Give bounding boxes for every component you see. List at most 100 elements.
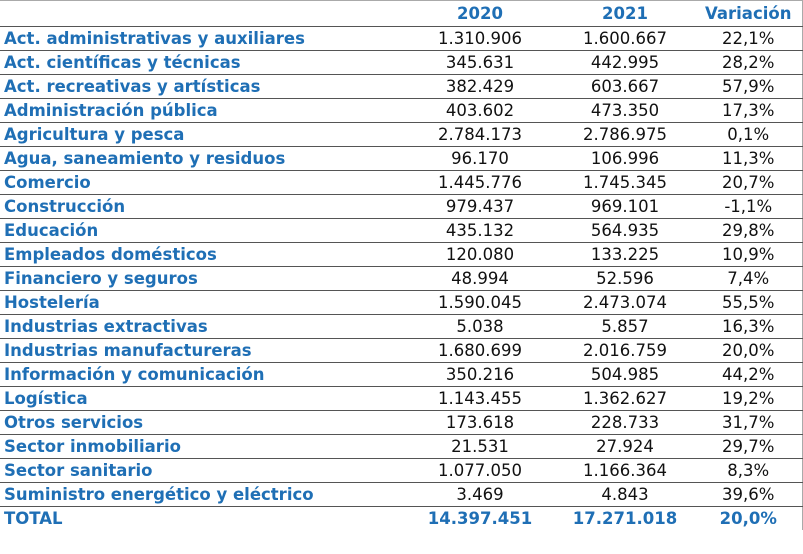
sector-cell: Información y comunicación <box>0 362 405 387</box>
value-2021-cell: 106.996 <box>555 146 695 171</box>
sector-cell: TOTAL <box>4 509 63 528</box>
variation-cell: 20,0% <box>719 509 777 528</box>
variation-cell: 44,2% <box>695 362 802 387</box>
variation-cell: 20,7% <box>695 170 802 195</box>
value-2020-cell: 979.437 <box>405 194 555 219</box>
value-2021-cell: 603.667 <box>555 74 695 99</box>
value-2020-cell: 173.618 <box>405 410 555 435</box>
sector-cell: Act. recreativas y artísticas <box>0 74 405 99</box>
variation-cell: 17,3% <box>695 98 802 123</box>
value-2020-cell: 403.602 <box>405 98 555 123</box>
table-row: Financiero y seguros 48.994 52.596 7,4% <box>0 266 802 291</box>
header-row: 2020 2021 Variación <box>0 0 802 27</box>
sector-cell: Sector sanitario <box>0 458 405 483</box>
table-row: Agricultura y pesca 2.784.173 2.786.975 0,1… <box>0 122 802 147</box>
value-2020-cell: 120.080 <box>405 242 555 267</box>
value-2020-cell: 5.038 <box>405 314 555 339</box>
employment-by-sector-table: 2020 2021 Variación Act. administrativas… <box>0 0 803 530</box>
sector-cell: Educación <box>0 218 405 243</box>
table-row: Hostelería 1.590.045 2.473.074 55,5% <box>0 290 802 315</box>
sector-cell: Administración pública <box>0 98 405 123</box>
table-row: Sector inmobiliario 21.531 27.924 29,7% <box>0 434 802 459</box>
variation-cell: 31,7% <box>695 410 802 435</box>
variation-cell: -1,1% <box>695 194 802 219</box>
variation-cell: 11,3% <box>695 146 802 171</box>
value-2021-cell: 4.843 <box>555 482 695 507</box>
table-row: Agua, saneamiento y residuos 96.170 106.99… <box>0 146 802 171</box>
value-2020-cell: 435.132 <box>405 218 555 243</box>
variation-cell: 8,3% <box>695 458 802 483</box>
header-2020: 2020 <box>405 0 555 27</box>
value-2021-cell: 1.600.667 <box>555 26 695 51</box>
header-variation: Variación <box>695 0 802 27</box>
value-2020-cell: 1.590.045 <box>405 290 555 315</box>
sector-cell: Agua, saneamiento y residuos <box>0 146 405 171</box>
value-2021-cell: 228.733 <box>555 410 695 435</box>
table-row: Educación 435.132 564.935 29,8% <box>0 218 802 243</box>
value-2021-cell: 473.350 <box>555 98 695 123</box>
header-sector <box>0 0 405 27</box>
table-row: Otros servicios 173.618 228.733 31,7% <box>0 410 802 435</box>
value-2020-cell: 3.469 <box>405 482 555 507</box>
sector-cell: Industrias manufactureras <box>0 338 405 363</box>
value-2021-cell: 2.473.074 <box>555 290 695 315</box>
variation-cell: 29,8% <box>695 218 802 243</box>
sector-cell: Logística <box>0 386 405 411</box>
sector-cell: Act. científicas y técnicas <box>0 50 405 75</box>
value-2021-cell: 564.935 <box>555 218 695 243</box>
value-2021-cell: 442.995 <box>555 50 695 75</box>
sector-cell: Industrias extractivas <box>0 314 405 339</box>
variation-cell: 10,9% <box>695 242 802 267</box>
header-2021: 2021 <box>555 0 695 27</box>
value-2020-cell: 96.170 <box>405 146 555 171</box>
table-row: Industrias extractivas 5.038 5.857 16,3% <box>0 314 802 339</box>
value-2021-cell: 52.596 <box>555 266 695 291</box>
sector-cell: Act. administrativas y auxiliares <box>0 26 405 51</box>
table-row: Suministro energético y eléctrico 3.469 4.… <box>0 482 802 507</box>
value-2021-cell: 5.857 <box>555 314 695 339</box>
variation-cell: 20,0% <box>695 338 802 363</box>
sector-cell: Comercio <box>0 170 405 195</box>
value-2020-cell: 2.784.173 <box>405 122 555 147</box>
value-2020-cell: 14.397.451 <box>427 509 533 528</box>
sector-cell: Empleados domésticos <box>0 242 405 267</box>
value-2020-cell: 1.445.776 <box>405 170 555 195</box>
total-row: TOTAL 14.397.451 17.271.018 20,0% <box>0 507 802 531</box>
table-row: Act. científicas y técnicas 345.631 442.99… <box>0 50 802 75</box>
table-row: Información y comunicación 350.216 504.985… <box>0 362 802 387</box>
table-row: Empleados domésticos 120.080 133.225 10,9% <box>0 242 802 267</box>
sector-cell: Construcción <box>0 194 405 219</box>
value-2021-cell: 1.362.627 <box>555 386 695 411</box>
table-row: Industrias manufactureras 1.680.699 2.016.… <box>0 338 802 363</box>
table-row: Act. recreativas y artísticas 382.429 603.… <box>0 74 802 99</box>
value-2021-cell: 2.786.975 <box>555 122 695 147</box>
sector-cell: Suministro energético y eléctrico <box>0 482 405 507</box>
sector-cell: Otros servicios <box>0 410 405 435</box>
value-2020-cell: 1.680.699 <box>405 338 555 363</box>
table-row: Administración pública 403.602 473.350 17,3… <box>0 98 802 123</box>
sector-cell: Financiero y seguros <box>0 266 405 291</box>
variation-cell: 22,1% <box>695 26 802 51</box>
value-2021-cell: 27.924 <box>555 434 695 459</box>
table-row: Logística 1.143.455 1.362.627 19,2% <box>0 386 802 411</box>
value-2020-cell: 1.143.455 <box>405 386 555 411</box>
value-2021-cell: 1.745.345 <box>555 170 695 195</box>
value-2021-cell: 504.985 <box>555 362 695 387</box>
value-2021-cell: 1.166.364 <box>555 458 695 483</box>
variation-cell: 28,2% <box>695 50 802 75</box>
value-2021-cell: 969.101 <box>555 194 695 219</box>
variation-cell: 29,7% <box>695 434 802 459</box>
table-row: Comercio 1.445.776 1.745.345 20,7% <box>0 170 802 195</box>
sector-cell: Sector inmobiliario <box>0 434 405 459</box>
variation-cell: 0,1% <box>695 122 802 147</box>
value-2020-cell: 382.429 <box>405 74 555 99</box>
variation-cell: 16,3% <box>695 314 802 339</box>
variation-cell: 19,2% <box>695 386 802 411</box>
variation-cell: 57,9% <box>695 74 802 99</box>
table-row: Act. administrativas y auxiliares 1.310.9… <box>0 26 802 51</box>
sector-cell: Hostelería <box>0 290 405 315</box>
value-2021-cell: 133.225 <box>555 242 695 267</box>
value-2020-cell: 1.077.050 <box>405 458 555 483</box>
value-2020-cell: 345.631 <box>405 50 555 75</box>
variation-cell: 55,5% <box>695 290 802 315</box>
